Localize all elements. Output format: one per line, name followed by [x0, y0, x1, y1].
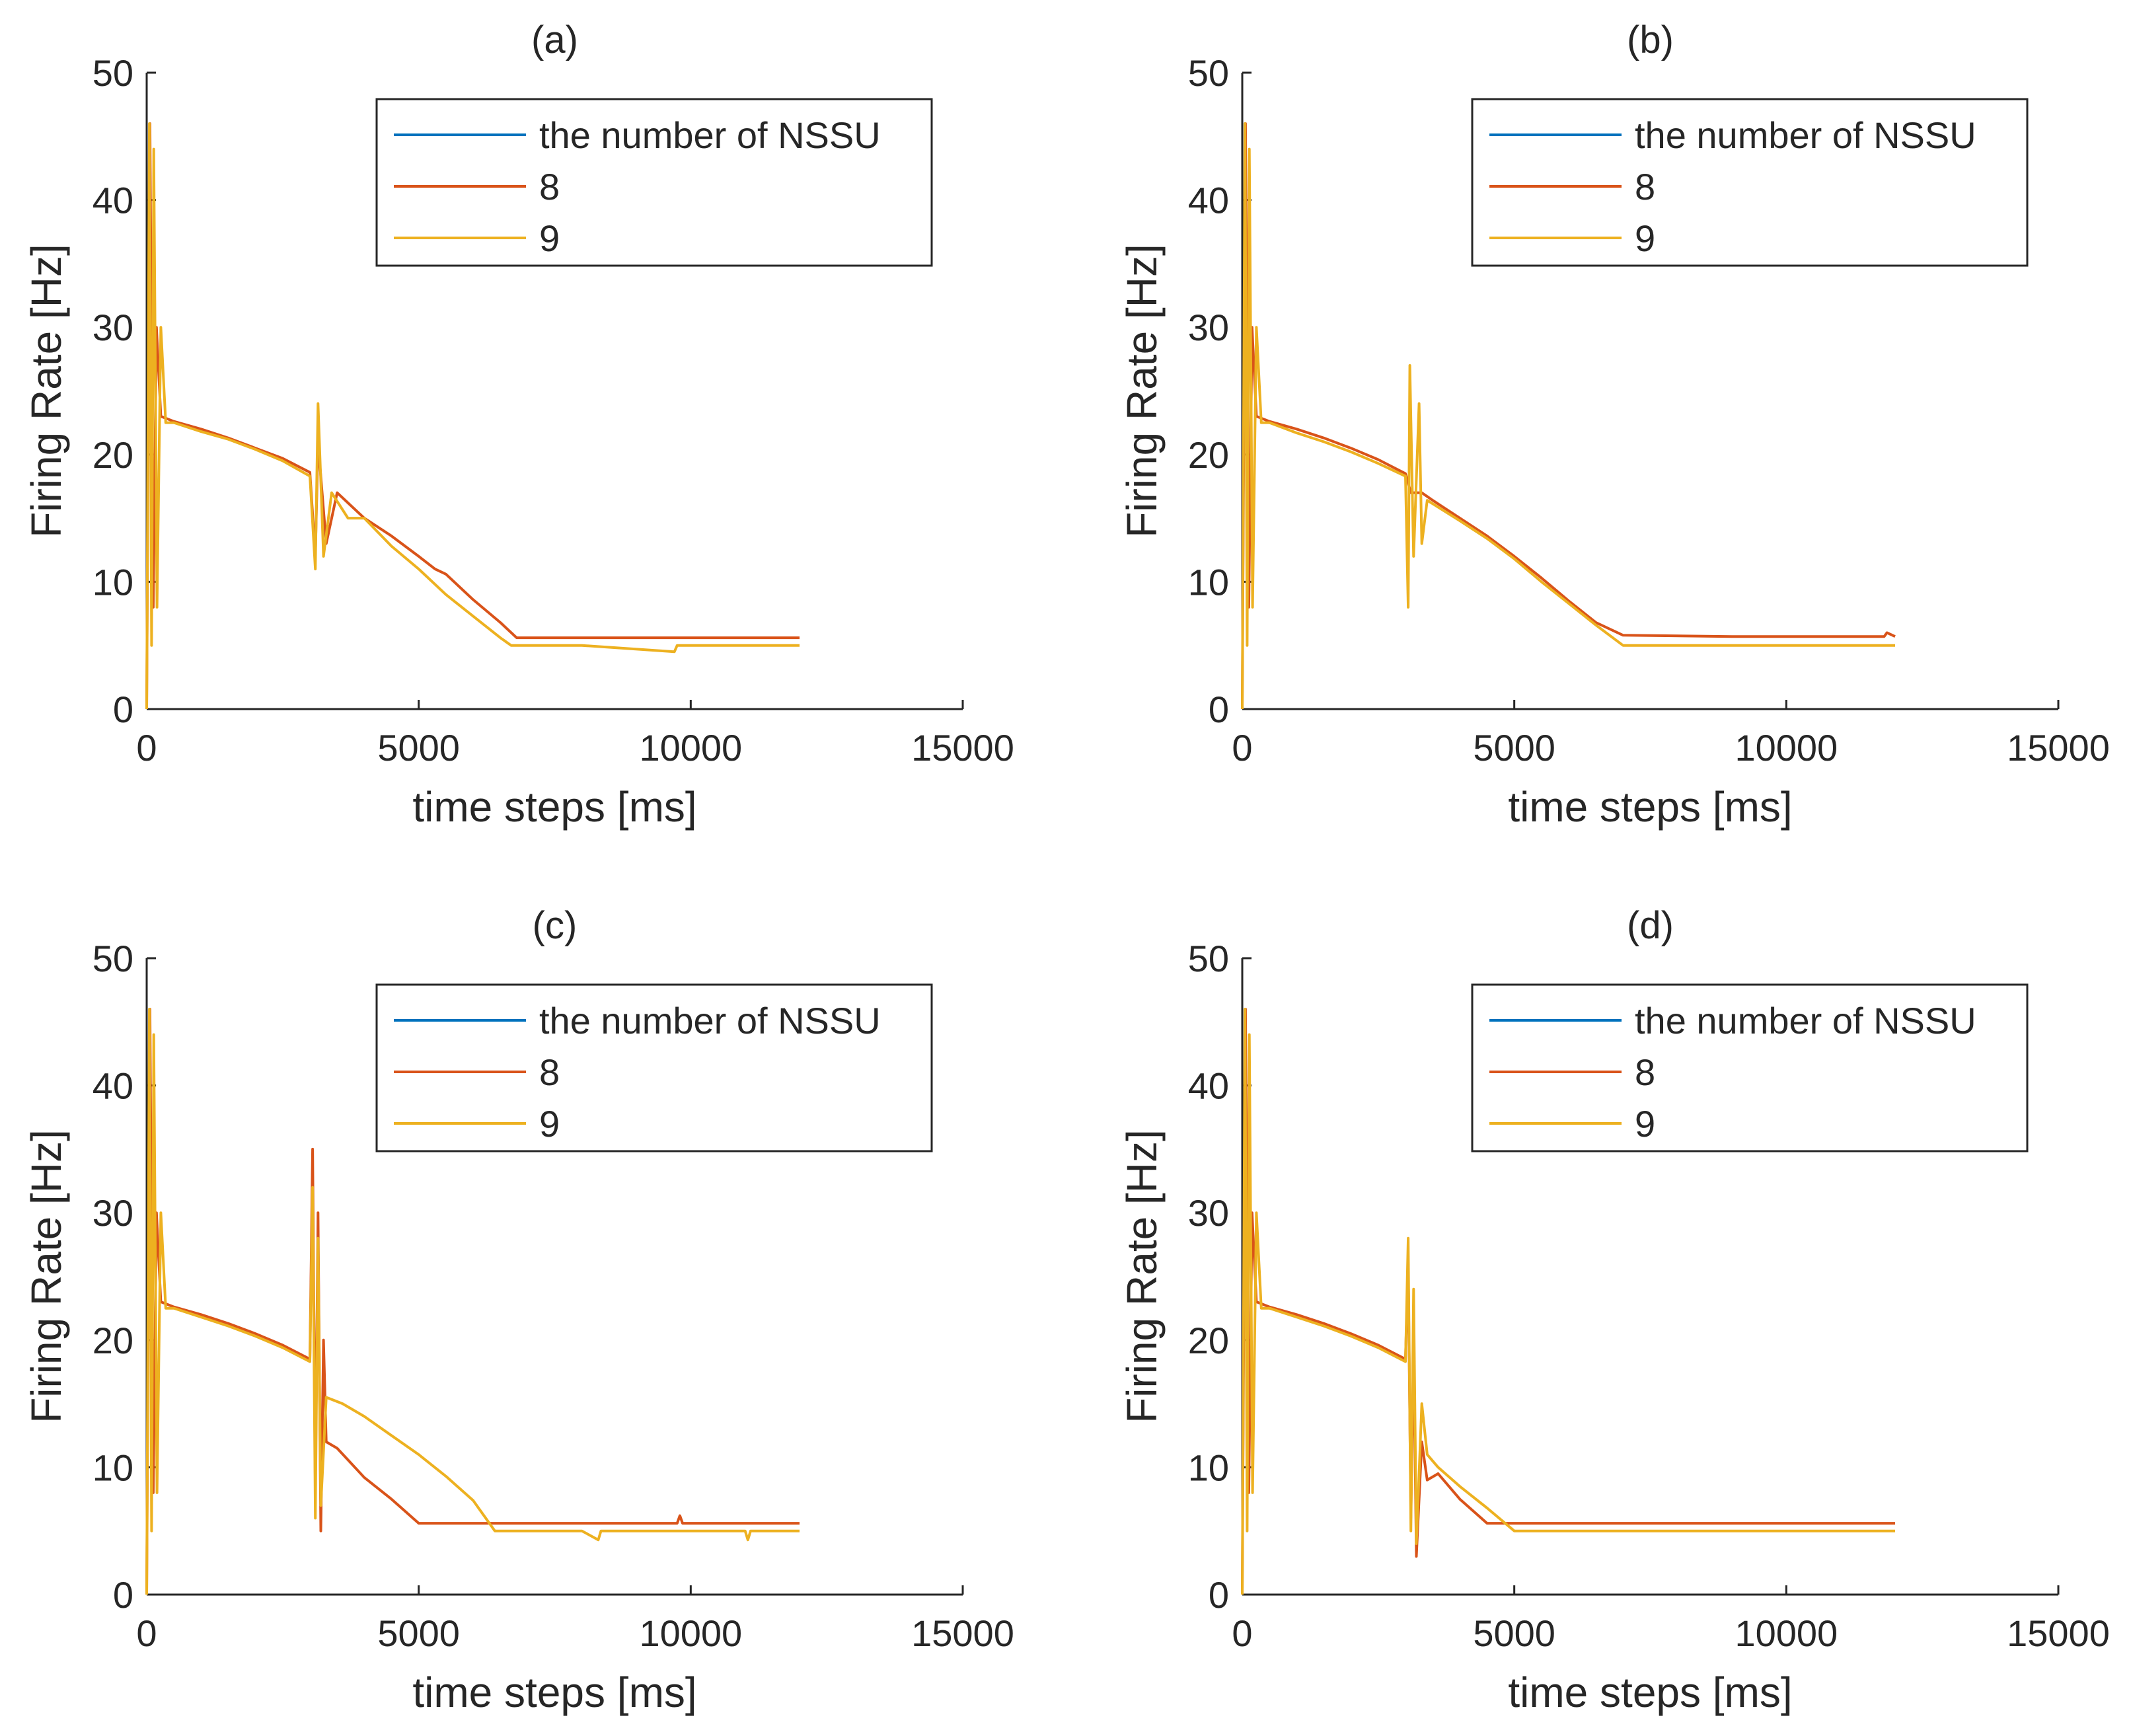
legend-label: 9: [539, 217, 560, 259]
x-tick-label: 5000: [377, 1612, 460, 1654]
y-tick-label: 40: [1188, 1065, 1229, 1107]
x-axis-title: time steps [ms]: [412, 1669, 696, 1716]
y-tick-label: 30: [93, 1192, 133, 1234]
legend-label: the number of NSSU: [539, 1000, 881, 1041]
chart-panel-c: 0 10 20 30 40 50 0 5000 10000 15000 time steps [ms…: [22, 904, 1014, 1716]
x-tick-label: 0: [1232, 1612, 1252, 1654]
y-tick-label: 10: [93, 1447, 133, 1488]
legend-label: 8: [1635, 1051, 1655, 1093]
legend: the number of NSSU 8 9: [375, 983, 933, 1152]
legend-label: 8: [539, 1051, 560, 1093]
y-tick-label: 20: [1188, 434, 1229, 476]
legend-label: 9: [1635, 1103, 1655, 1145]
y-tick-label: 20: [1188, 1320, 1229, 1361]
x-tick-label: 10000: [1735, 1612, 1838, 1654]
panel-title: (b): [1627, 19, 1674, 61]
x-axis-title: time steps [ms]: [412, 783, 696, 831]
x-tick-label: 15000: [911, 1612, 1014, 1654]
panel-title: (c): [533, 904, 578, 947]
x-axis-title: time steps [ms]: [1508, 1669, 1792, 1716]
y-tick-label: 50: [93, 938, 133, 979]
y-tick-label: 40: [1188, 180, 1229, 221]
y-tick-label: 10: [93, 561, 133, 603]
legend-label: 8: [1635, 166, 1655, 208]
x-tick-label: 0: [1232, 727, 1252, 769]
legend: the number of NSSU 8 9: [1471, 983, 2029, 1152]
y-tick-label: 30: [93, 307, 133, 348]
y-tick-label: 50: [1188, 938, 1229, 979]
x-tick-label: 15000: [2007, 727, 2110, 769]
x-tick-label: 5000: [1473, 1612, 1555, 1654]
y-tick-label: 30: [1188, 1192, 1229, 1234]
y-axis-title: Firing Rate [Hz]: [22, 244, 70, 538]
x-tick-label: 10000: [639, 727, 742, 769]
legend: the number of NSSU 8 9: [1471, 98, 2029, 267]
y-axis-title: Firing Rate [Hz]: [1118, 1129, 1166, 1423]
y-tick-label: 0: [113, 1574, 133, 1616]
series-line-9: [145, 122, 800, 710]
legend-label: the number of NSSU: [1635, 114, 1976, 156]
legend-label: the number of NSSU: [539, 114, 881, 156]
y-axis-title: Firing Rate [Hz]: [1118, 244, 1166, 538]
panel-title: (a): [531, 19, 578, 61]
x-tick-label: 0: [136, 1612, 157, 1654]
y-tick-label: 30: [1188, 307, 1229, 348]
x-tick-label: 15000: [2007, 1612, 2110, 1654]
x-tick-label: 5000: [377, 727, 460, 769]
y-tick-label: 50: [1188, 52, 1229, 94]
series-line-9: [1241, 122, 1895, 710]
panel-title: (d): [1627, 904, 1674, 947]
legend-label: the number of NSSU: [1635, 1000, 1976, 1041]
x-tick-label: 0: [136, 727, 157, 769]
y-tick-label: 20: [93, 1320, 133, 1361]
y-tick-label: 0: [1209, 1574, 1229, 1616]
chart-panel-d: 0 10 20 30 40 50 0 5000 10000 15000 time steps [ms…: [1118, 904, 2110, 1716]
y-tick-label: 0: [1209, 689, 1229, 730]
x-tick-label: 10000: [639, 1612, 742, 1654]
legend: the number of NSSU 8 9: [375, 98, 933, 267]
chart-panel-b: 0 10 20 30 40 50 0 5000 10000 15000 time steps [ms…: [1118, 19, 2110, 831]
legend-label: 8: [539, 166, 560, 208]
legend-label: 9: [539, 1103, 560, 1145]
y-tick-label: 10: [1188, 1447, 1229, 1488]
legend-label: 9: [1635, 217, 1655, 259]
y-tick-label: 50: [93, 52, 133, 94]
x-axis-title: time steps [ms]: [1508, 783, 1792, 831]
y-tick-label: 20: [93, 434, 133, 476]
y-tick-label: 40: [93, 1065, 133, 1107]
series-line-9: [1241, 1008, 1895, 1595]
y-axis-title: Firing Rate [Hz]: [22, 1129, 70, 1423]
chart-panel-a: 0 10 20 30 40 50 0 5000 10000 15000 time steps [ms…: [22, 19, 1014, 831]
x-tick-label: 5000: [1473, 727, 1555, 769]
x-tick-label: 10000: [1735, 727, 1838, 769]
series-line-9: [145, 1008, 800, 1595]
y-tick-label: 40: [93, 180, 133, 221]
x-tick-label: 15000: [911, 727, 1014, 769]
y-tick-label: 0: [113, 689, 133, 730]
y-tick-label: 10: [1188, 561, 1229, 603]
